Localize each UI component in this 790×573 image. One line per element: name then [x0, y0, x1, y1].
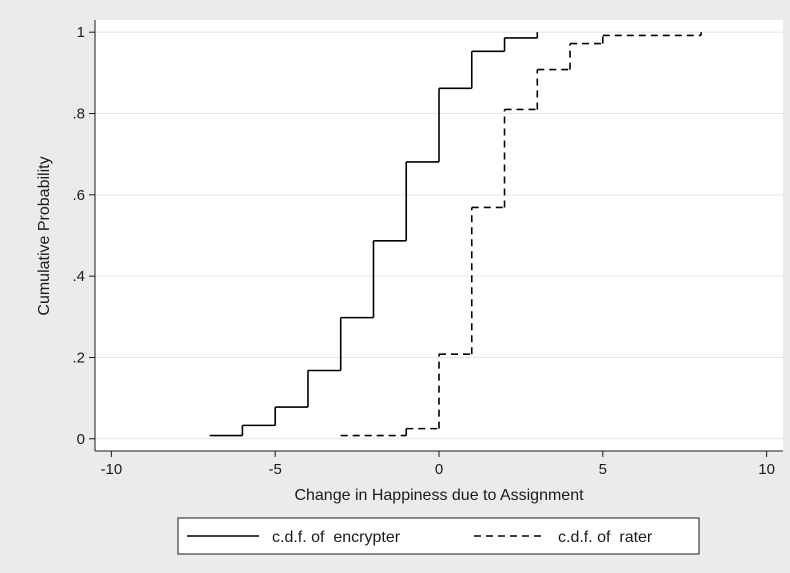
x-tick-label: 10 — [758, 461, 775, 478]
y-tick-label: .6 — [72, 187, 85, 204]
x-tick-label: 5 — [599, 461, 607, 478]
y-tick-label: .4 — [72, 268, 85, 285]
legend: c.d.f. of encrypter c.d.f. of rater — [177, 517, 700, 555]
y-axis-title: Cumulative Probability — [36, 156, 53, 315]
axes: 0 .2 .4 .6 .8 1 -10 -5 0 5 10 — [72, 20, 783, 478]
gridlines — [95, 31, 783, 440]
legend-label-rater: c.d.f. of rater — [558, 529, 653, 546]
x-tick-label: -5 — [269, 461, 282, 478]
series-1 — [340, 32, 702, 437]
y-tick-label: 1 — [77, 24, 85, 41]
x-tick-label: -10 — [101, 461, 123, 478]
y-tick-label: .8 — [72, 106, 85, 123]
x-tick-label: 0 — [435, 461, 443, 478]
series-0 — [209, 32, 539, 437]
x-axis-title: Change in Happiness due to Assignment — [294, 487, 584, 504]
legend-box — [177, 517, 700, 555]
series-layer — [209, 32, 702, 437]
y-tick-label: 0 — [77, 431, 85, 448]
legend-label-encrypter: c.d.f. of encrypter — [272, 529, 401, 546]
y-tick-label: .2 — [72, 349, 85, 366]
